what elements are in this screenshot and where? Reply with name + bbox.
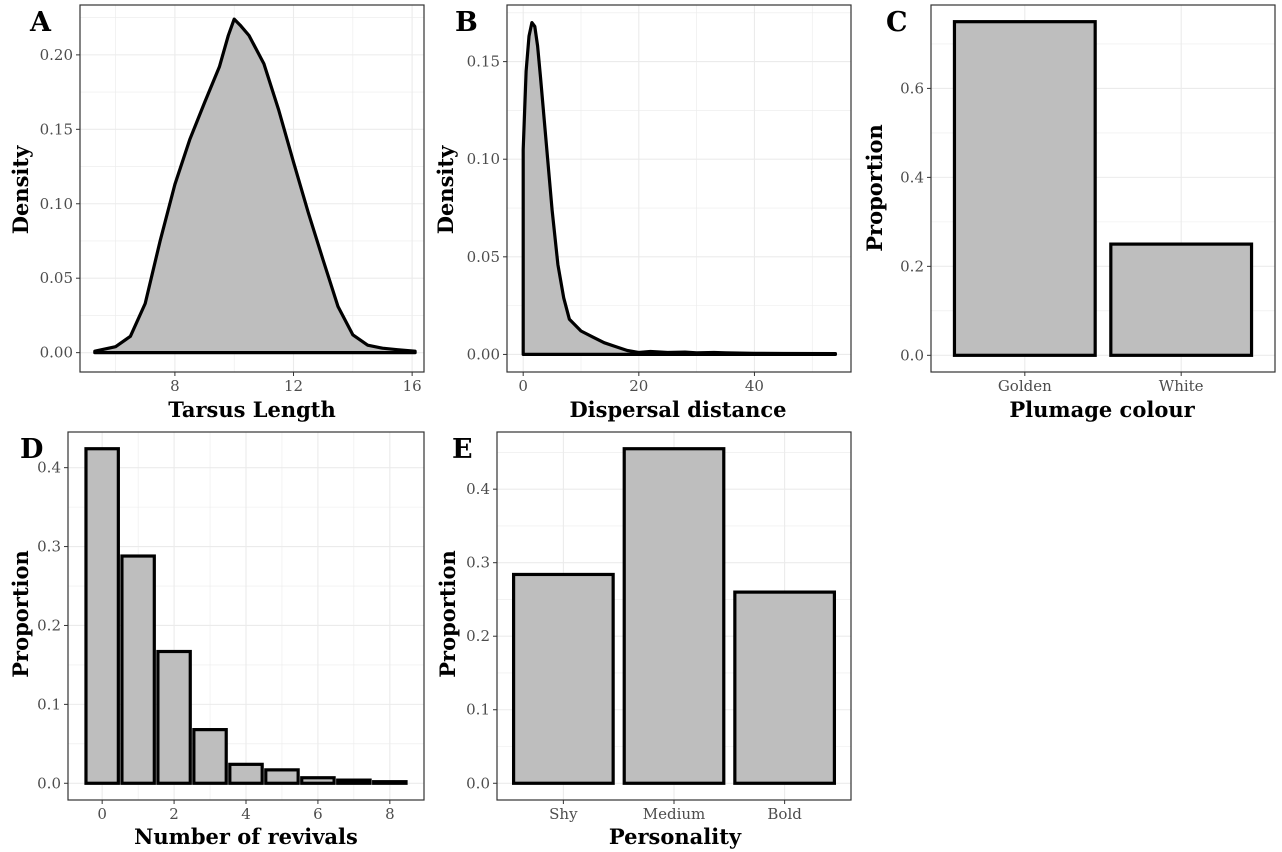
y-axis-title: Proportion <box>862 124 887 252</box>
bar <box>336 778 372 785</box>
y-axis-title: Density <box>433 145 458 234</box>
x-tick-label: 4 <box>241 805 251 823</box>
y-tick-label: 0.4 <box>37 459 61 477</box>
x-axis-title: Dispersal distance <box>569 397 786 422</box>
x-tick-label: 0 <box>518 377 528 395</box>
x-tick-label: Golden <box>998 377 1052 395</box>
panel-d-revivals-bars: D 0.0 0.1 0.2 0.3 0.4 0 2 4 6 8 Number of revival… <box>8 431 425 849</box>
panel-c-plumage-bars: C 0.0 0.2 0.4 0.6 Golden White Plumage colour… <box>862 4 1276 422</box>
tick-labels: 0.00 0.05 0.10 0.15 0.20 8 12 16 <box>40 46 422 395</box>
y-tick-label: 0.05 <box>40 269 73 287</box>
plot-border <box>79 4 425 373</box>
bar <box>511 572 615 785</box>
y-tick-label: 0.0 <box>466 774 490 792</box>
x-tick-label: 0 <box>97 805 107 823</box>
y-tick-label: 0.2 <box>466 627 490 645</box>
y-axis-title: Density <box>8 145 33 234</box>
bar <box>156 649 192 785</box>
panel-b-density-dispersal: B 0.00 0.05 0.10 0.15 0 20 40 Dispersal distan… <box>433 4 852 422</box>
x-tick-label: 20 <box>629 377 648 395</box>
density-curve <box>521 21 837 356</box>
bar <box>228 762 264 785</box>
tick-labels: 0.0 0.1 0.2 0.3 0.4 0 2 4 6 8 <box>37 459 394 823</box>
bar <box>372 780 408 785</box>
y-tick-label: 0.3 <box>466 554 490 572</box>
panel-label: B <box>455 7 478 38</box>
y-tick-label: 0.10 <box>467 150 500 168</box>
y-tick-label: 0.1 <box>466 701 490 719</box>
y-tick-label: 0.4 <box>466 480 490 498</box>
y-tick-label: 0.05 <box>467 248 500 266</box>
bars <box>952 20 1254 357</box>
x-tick-label: 40 <box>745 377 764 395</box>
bar <box>300 776 336 785</box>
y-tick-label: 0.1 <box>37 695 61 713</box>
panel-a-density-tarsus: A 0.00 0.05 0.10 0.15 0.20 8 12 16 Tarsus Lengt… <box>8 4 425 422</box>
panel-label: C <box>886 7 908 38</box>
y-tick-label: 0.20 <box>40 46 73 64</box>
y-tick-label: 0.15 <box>40 120 73 138</box>
x-tick-label: 6 <box>313 805 323 823</box>
x-axis-title: Personality <box>609 824 742 849</box>
panel-e-personality-bars: E 0.0 0.1 0.2 0.3 0.4 Shy Medium Bold Personali… <box>435 431 852 849</box>
bar <box>192 728 228 785</box>
x-tick-label: 8 <box>170 377 180 395</box>
y-axis-title: Proportion <box>8 550 33 678</box>
y-tick-label: 0.3 <box>37 538 61 556</box>
panel-label: A <box>29 7 52 38</box>
density-curve <box>93 17 417 355</box>
tick-labels: 0.0 0.2 0.4 0.6 Golden White <box>900 79 1204 395</box>
y-tick-label: 0.0 <box>37 774 61 792</box>
y-tick-label: 0.2 <box>900 257 924 275</box>
x-axis-title: Tarsus Length <box>168 397 336 422</box>
plot-border <box>506 4 852 373</box>
x-axis-title: Plumage colour <box>1009 397 1195 422</box>
y-tick-label: 0.4 <box>900 168 924 186</box>
bar <box>84 447 120 785</box>
density-area <box>93 17 417 355</box>
x-tick-label: Shy <box>549 805 578 823</box>
y-tick-label: 0.6 <box>900 79 924 97</box>
panel-label: D <box>20 434 43 465</box>
bars <box>84 447 408 785</box>
x-axis-title: Number of revivals <box>134 824 358 849</box>
bar <box>264 768 300 785</box>
y-tick-label: 0.0 <box>900 346 924 364</box>
bar <box>952 20 1097 357</box>
x-tick-label: Medium <box>643 805 706 823</box>
tick-labels: 0.0 0.1 0.2 0.3 0.4 Shy Medium Bold <box>466 480 802 823</box>
y-tick-label: 0.10 <box>40 195 73 213</box>
x-tick-label: Bold <box>767 805 802 823</box>
bar <box>622 447 726 785</box>
bars <box>511 447 837 785</box>
plot-border <box>930 4 1276 373</box>
y-tick-label: 0.2 <box>37 616 61 634</box>
bar <box>733 590 837 785</box>
x-tick-label: 2 <box>169 805 179 823</box>
panel-label: E <box>452 434 473 465</box>
x-tick-label: White <box>1159 377 1204 395</box>
y-tick-label: 0.15 <box>467 53 500 71</box>
bar <box>120 554 156 785</box>
x-tick-label: 16 <box>403 377 422 395</box>
x-tick-label: 8 <box>385 805 395 823</box>
y-axis-title: Proportion <box>435 550 460 678</box>
density-area <box>521 21 837 356</box>
tick-labels: 0.00 0.05 0.10 0.15 0 20 40 <box>467 53 764 395</box>
y-tick-label: 0.00 <box>467 345 500 363</box>
bar <box>1109 242 1254 357</box>
y-tick-label: 0.00 <box>40 344 73 362</box>
x-tick-label: 12 <box>284 377 303 395</box>
